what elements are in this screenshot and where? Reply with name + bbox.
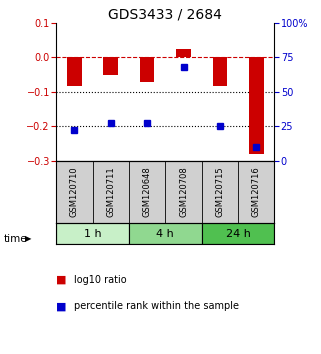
Bar (140, 57, 154, 82)
Text: percentile rank within the sample: percentile rank within the sample (74, 301, 239, 311)
Text: 24 h: 24 h (226, 229, 250, 239)
Text: ■: ■ (56, 301, 67, 311)
Text: GSM120715: GSM120715 (215, 166, 224, 217)
Title: GDS3433 / 2684: GDS3433 / 2684 (108, 8, 222, 22)
Text: 4 h: 4 h (156, 229, 174, 239)
Bar (56, 223, 129, 244)
Text: GSM120716: GSM120716 (252, 166, 261, 217)
Bar (176, 49, 191, 57)
Bar (129, 223, 202, 244)
Text: log10 ratio: log10 ratio (74, 275, 126, 285)
Text: time: time (3, 234, 27, 244)
Text: GSM120648: GSM120648 (143, 166, 152, 217)
Bar (103, 57, 118, 75)
Bar (249, 57, 264, 154)
Text: ▶: ▶ (25, 234, 31, 244)
Text: ■: ■ (56, 275, 67, 285)
Text: GSM120710: GSM120710 (70, 166, 79, 217)
Bar (67, 57, 82, 86)
Bar (202, 223, 274, 244)
Text: GSM120711: GSM120711 (106, 166, 115, 217)
Bar (213, 57, 227, 86)
Text: GSM120708: GSM120708 (179, 166, 188, 217)
Text: 1 h: 1 h (84, 229, 101, 239)
